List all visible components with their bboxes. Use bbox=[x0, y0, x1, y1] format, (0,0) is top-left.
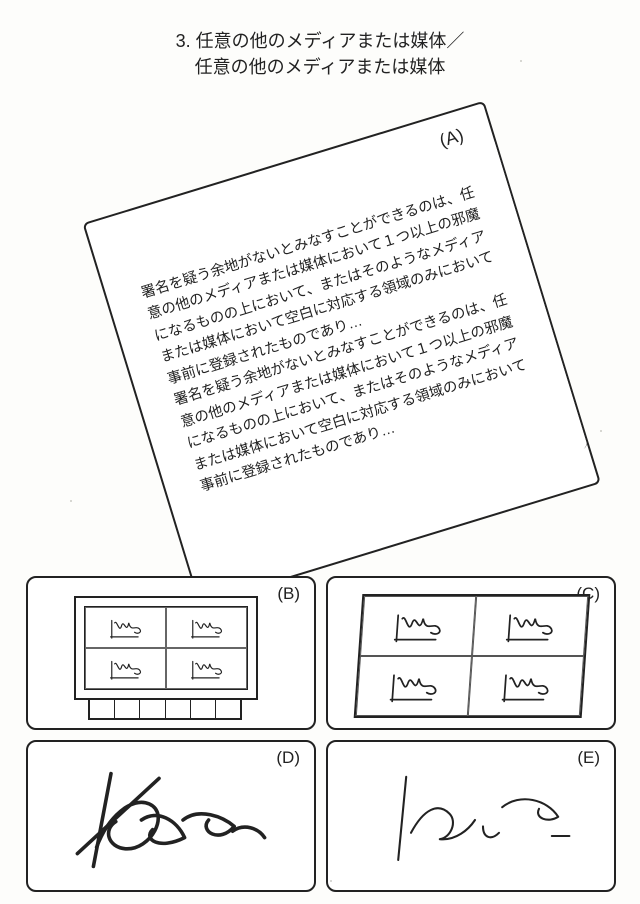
paper-grid bbox=[354, 594, 591, 718]
heading: 3. 任意の他のメディアまたは媒体／ 任意の他のメディアまたは媒体 bbox=[0, 28, 640, 80]
monitor-icon bbox=[74, 596, 258, 700]
signature-icon bbox=[485, 610, 578, 645]
mini-sig-cell bbox=[356, 656, 472, 716]
signature-icon bbox=[175, 617, 240, 640]
mini-sig-cell bbox=[166, 648, 247, 689]
heading-line2: 任意の他のメディアまたは媒体 bbox=[195, 57, 446, 77]
signature-light-icon bbox=[342, 764, 600, 876]
signature-icon bbox=[175, 658, 240, 681]
panel-a-label: (A) bbox=[437, 125, 466, 152]
mini-sig-cell bbox=[166, 607, 247, 648]
monitor-grid bbox=[84, 606, 248, 690]
signature-icon bbox=[369, 670, 462, 705]
heading-line1: 任意の他のメディアまたは媒体／ bbox=[196, 31, 465, 51]
signature-icon bbox=[373, 610, 466, 645]
signature-bold-icon bbox=[42, 764, 300, 876]
panel-a-sheet: (A) 署名を疑う余地がないとみなすことができるのは、任意の他のメディアまたは媒… bbox=[82, 101, 601, 606]
mini-sig-cell bbox=[468, 656, 584, 716]
mini-sig-cell bbox=[472, 596, 588, 656]
panel-b: (B) bbox=[26, 576, 316, 730]
signature-icon bbox=[481, 670, 574, 705]
panel-a: (A) 署名を疑う余地がないとみなすことができるのは、任意の他のメディアまたは媒… bbox=[30, 95, 610, 555]
signature-icon bbox=[94, 617, 159, 640]
monitor-stand-icon bbox=[88, 698, 242, 720]
row-bc: (B) (C) bbox=[26, 576, 616, 730]
panel-a-body: 署名を疑う余地がないとみなすことができるのは、任意の他のメディアまたは媒体におい… bbox=[138, 182, 536, 499]
panel-b-label: (B) bbox=[277, 584, 300, 604]
panel-e: (E) bbox=[326, 740, 616, 892]
heading-number: 3. bbox=[176, 31, 191, 51]
mini-sig-cell bbox=[85, 648, 166, 689]
signature-icon bbox=[94, 658, 159, 681]
panel-c: (C) bbox=[326, 576, 616, 730]
mini-sig-cell bbox=[85, 607, 166, 648]
panel-d: (D) bbox=[26, 740, 316, 892]
mini-sig-cell bbox=[360, 596, 476, 656]
row-de: (D) (E) bbox=[26, 740, 616, 892]
